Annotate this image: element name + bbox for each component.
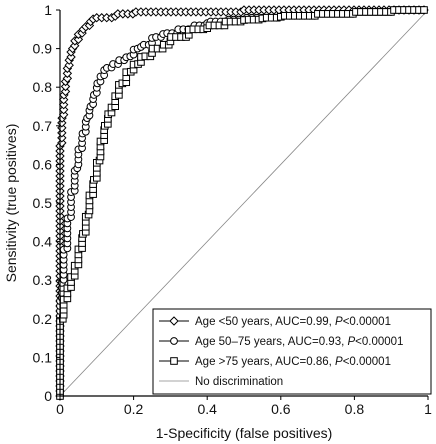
legend-label: Age <50 years, AUC=0.99, P<0.00001 (195, 316, 391, 328)
series-point-diamond (58, 104, 69, 115)
legend-label-part: Age <50 years, AUC=0.99, (195, 316, 335, 328)
y-tick-label: 0.3 (33, 272, 53, 288)
y-tick-label: 0.5 (33, 195, 53, 211)
legend-label: Age >75 years, AUC=0.86, P<0.00001 (195, 356, 391, 368)
legend-label-part: P (335, 356, 343, 368)
legend-marker-diamond (169, 316, 179, 326)
y-tick-label: 1 (44, 2, 52, 18)
series-point-diamond (62, 68, 73, 79)
y-tick-label: 0.9 (33, 41, 53, 57)
x-tick-label: 0 (56, 401, 64, 417)
series-point-diamond (62, 73, 73, 84)
legend-label: No discrimination (195, 376, 283, 388)
series-point-diamond (73, 34, 84, 45)
x-axis-title: 1-Specificity (false positives) (156, 425, 333, 441)
series-point-diamond (60, 81, 71, 92)
legend-label-part: P (347, 336, 355, 348)
legend-label-part: <0.00001 (355, 336, 403, 348)
legend-label-part: Age 50–75 years, AUC=0.93, (195, 336, 347, 348)
legend-label-part: Age >75 years, AUC=0.86, (195, 356, 335, 368)
y-tick-label: 0.7 (33, 118, 53, 134)
x-tick-label: 0.8 (345, 401, 365, 417)
series-point-diamond (58, 99, 69, 110)
legend-label-part: <0.00001 (343, 316, 391, 328)
y-tick-label: 0.6 (33, 156, 53, 172)
legend-marker-square (170, 357, 178, 365)
legend-label-part: No discrimination (195, 376, 283, 388)
legend-label: Age 50–75 years, AUC=0.93, P<0.00001 (195, 336, 403, 348)
x-tick-label: 0.6 (271, 401, 291, 417)
y-axis-title: Sensitivity (true positives) (3, 124, 19, 283)
legend-box (152, 308, 432, 395)
y-tick-label: 0.1 (33, 349, 53, 365)
x-tick-label: 1 (424, 401, 432, 417)
series-point-diamond (60, 86, 71, 97)
series-point-diamond (64, 60, 74, 70)
y-tick-label: 0.4 (33, 234, 53, 250)
series-point-square (420, 6, 428, 14)
no-discrimination-line (59, 9, 429, 397)
series-point-diamond (58, 109, 69, 120)
y-tick-label: 0.8 (33, 79, 53, 95)
y-tick-label: 0 (44, 388, 52, 404)
series-point-diamond (66, 52, 76, 62)
y-tick-label: 0.2 (33, 311, 53, 327)
x-tick-label: 0.2 (124, 401, 144, 417)
legend-marker-circle (170, 337, 178, 345)
legend-label-part: P (335, 316, 343, 328)
x-tick-label: 0.4 (197, 401, 217, 417)
legend-label-part: <0.00001 (343, 356, 391, 368)
